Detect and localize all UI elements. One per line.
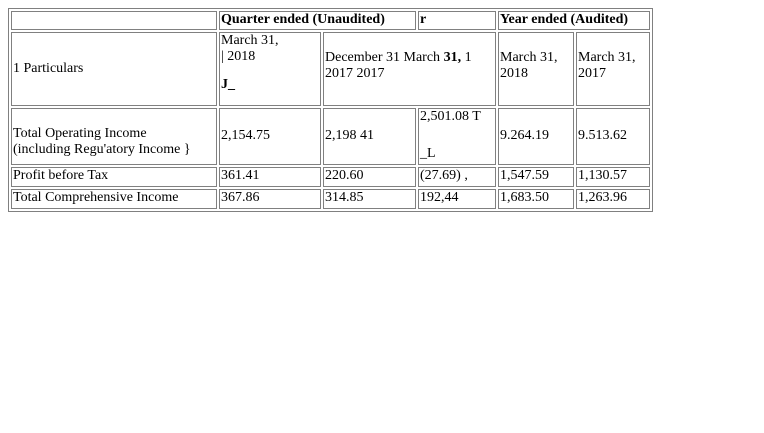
header-text: March 31, <box>578 50 636 65</box>
header-text: 2018 <box>500 66 528 81</box>
cell-y2: 1,263.96 <box>576 189 650 209</box>
table-row-profit-before-tax: Profit before Tax 361.41 220.60 (27.69) … <box>11 167 650 187</box>
cell-q1: 2,154.75 <box>219 108 321 165</box>
row-label: Total Operating Income (including Regu'a… <box>11 108 217 165</box>
header-text: J_ <box>221 77 235 92</box>
cell-y1: 9.264.19 <box>498 108 574 165</box>
header-text: December 31 March <box>325 50 444 65</box>
table-header-row: Quarter ended (Unaudited) r Year ended (… <box>11 11 650 30</box>
cell-q2: 2,198 41 <box>323 108 416 165</box>
cell-y2: 1,130.57 <box>576 167 650 187</box>
cell-q3: 192,44 <box>418 189 496 209</box>
row-label-line: (including Regu'atory Income } <box>13 141 191 157</box>
year-march-2018-header: March 31, 2018 <box>498 32 574 106</box>
cell-line: 2,501.08 T <box>420 109 481 124</box>
table-subheader-row: 1 Particulars March 31, | 2018 J_ Decemb… <box>11 32 650 106</box>
header-text: 2017 2017 <box>325 66 385 81</box>
cell-y1: 1,683.50 <box>498 189 574 209</box>
cell-q3: (27.69) , <box>418 167 496 187</box>
cell-y1: 1,547.59 <box>498 167 574 187</box>
cell-q3: 2,501.08 T _L <box>418 108 496 165</box>
header-text: 1 <box>461 50 472 65</box>
cell-line: _L <box>420 146 436 161</box>
header-text: March 31, <box>221 33 279 48</box>
header-blank-cell <box>11 11 217 30</box>
header-text: 2017 <box>578 66 606 81</box>
particulars-header: 1 Particulars <box>11 32 217 106</box>
quarter-dec-march-2017-header: December 31 March 31, 1 2017 2017 <box>323 32 496 106</box>
cell-q2: 220.60 <box>323 167 416 187</box>
quarter-extra-header: r <box>418 11 496 30</box>
cell-q1: 361.41 <box>219 167 321 187</box>
year-ended-header: Year ended (Audited) <box>498 11 650 30</box>
table-row-operating-income: Total Operating Income (including Regu'a… <box>11 108 650 165</box>
cell-y2: 9.513.62 <box>576 108 650 165</box>
quarter-march-2018-header: March 31, | 2018 J_ <box>219 32 321 106</box>
row-label: Total Comprehensive Income <box>11 189 217 209</box>
row-label-line: Total Operating Income <box>13 125 147 141</box>
cell-q1: 367.86 <box>219 189 321 209</box>
cell-q2: 314.85 <box>323 189 416 209</box>
row-label: Profit before Tax <box>11 167 217 187</box>
financial-results-table: Quarter ended (Unaudited) r Year ended (… <box>8 8 653 212</box>
header-text: March 31, <box>500 50 558 65</box>
quarter-ended-header: Quarter ended (Unaudited) <box>219 11 416 30</box>
table-row-comprehensive-income: Total Comprehensive Income 367.86 314.85… <box>11 189 650 209</box>
header-text-bold: 31, <box>443 50 462 65</box>
year-march-2017-header: March 31, 2017 <box>576 32 650 106</box>
header-text: | 2018 <box>221 49 256 64</box>
header-line: December 31 March 31, 1 <box>325 50 494 66</box>
